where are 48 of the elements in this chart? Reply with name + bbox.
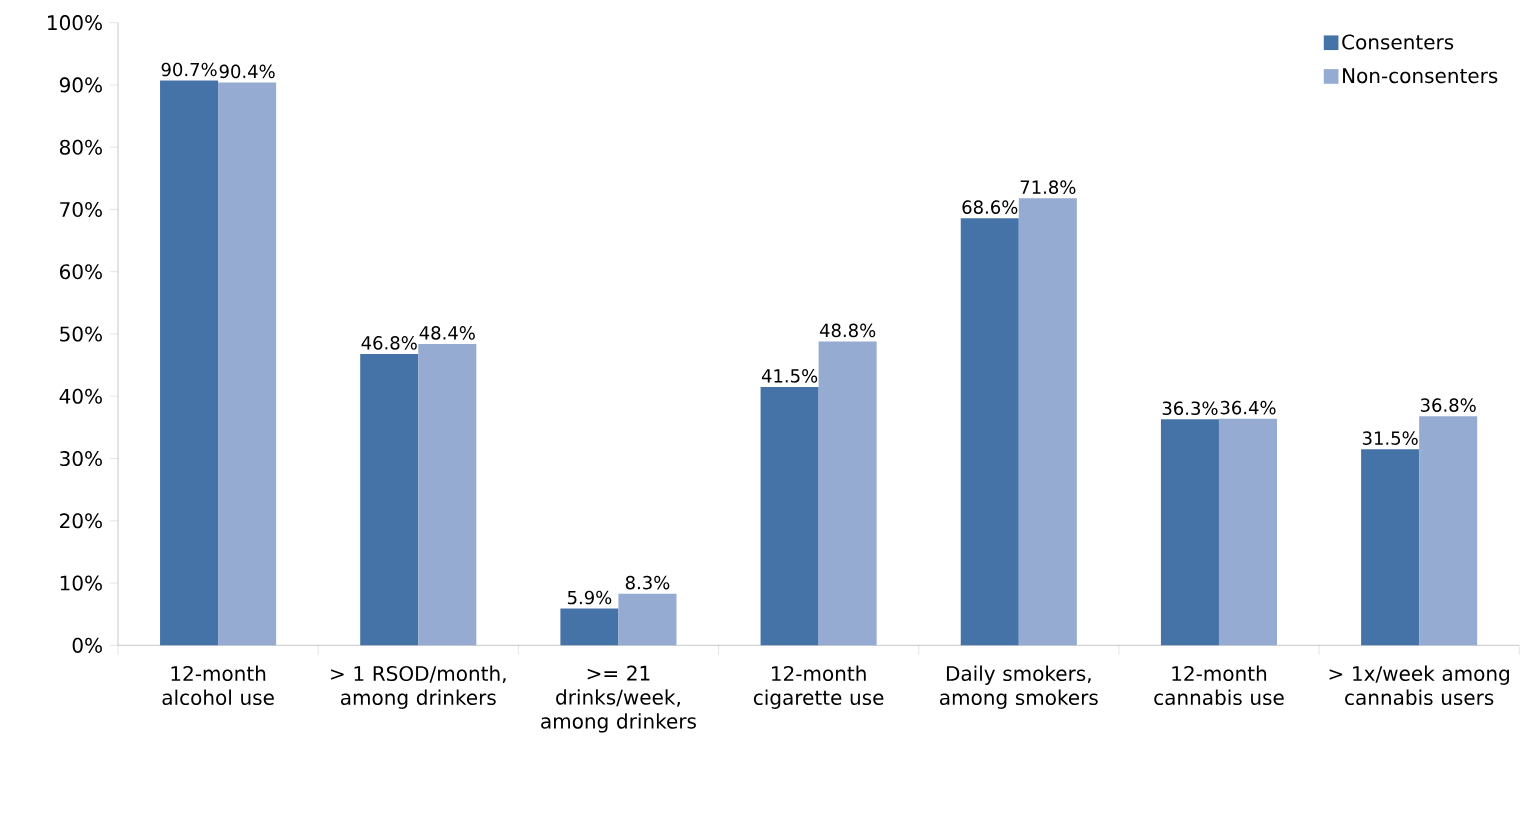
- bar: [1419, 416, 1478, 646]
- data-label: 36.8%: [1420, 398, 1476, 412]
- legend-label: Consenters: [1342, 34, 1454, 50]
- y-tick-label: 70%: [60, 201, 102, 218]
- bar: [1218, 418, 1278, 646]
- bar: [760, 386, 819, 646]
- data-label: 90.4%: [219, 64, 275, 79]
- data-label: 8.3%: [625, 575, 670, 590]
- data-label: 31.5%: [1362, 431, 1418, 445]
- x-tick-label: > 1x/week among cannabis users: [1329, 665, 1509, 706]
- bar: [1018, 198, 1077, 646]
- bar: [360, 353, 419, 646]
- y-tick-label: 0%: [72, 637, 102, 653]
- x-tick-label: 12-month cigarette use: [753, 665, 884, 709]
- x-tick-label: 12-month cannabis use: [1154, 665, 1284, 706]
- bar: [1361, 449, 1420, 646]
- data-label: 48.4%: [419, 326, 475, 340]
- data-label: 71.8%: [1020, 180, 1076, 194]
- bar: [618, 593, 677, 646]
- y-tick-label: 50%: [60, 326, 102, 342]
- data-label: 68.6%: [962, 200, 1018, 214]
- bar: [418, 343, 477, 646]
- x-tick-label: > 1 RSOD/month, among drinkers: [331, 665, 506, 709]
- bar: [818, 341, 877, 646]
- bar: [160, 80, 219, 646]
- y-tick-label: 10%: [60, 575, 102, 591]
- bar: [960, 218, 1019, 646]
- y-tick-label: 40%: [59, 388, 102, 404]
- data-label: 90.7%: [161, 62, 217, 77]
- data-label: 48.8%: [819, 323, 876, 338]
- data-label: 5.9%: [567, 590, 612, 605]
- y-tick-label: 30%: [60, 450, 102, 467]
- legend-label: Non-consenters: [1343, 68, 1498, 84]
- bar: [560, 608, 619, 646]
- data-label: 46.8%: [361, 336, 417, 350]
- y-tick-label: 60%: [60, 264, 102, 280]
- data-label: 36.3%: [1162, 401, 1218, 416]
- bar: [1160, 419, 1219, 646]
- data-label: 41.5%: [761, 369, 818, 383]
- y-tick-label: 80%: [59, 139, 102, 155]
- y-tick-label: 100%: [48, 15, 102, 31]
- data-label: 36.4%: [1220, 400, 1276, 415]
- x-tick-label: >= 21 drinks/week, among drinkers: [541, 665, 696, 733]
- y-tick-label: 90%: [59, 77, 102, 93]
- x-tick-label: 12-month alcohol use: [162, 665, 274, 706]
- x-tick-label: Daily smokers, among smokers: [940, 665, 1098, 709]
- y-tick-label: 20%: [60, 513, 102, 529]
- bar: [218, 82, 277, 646]
